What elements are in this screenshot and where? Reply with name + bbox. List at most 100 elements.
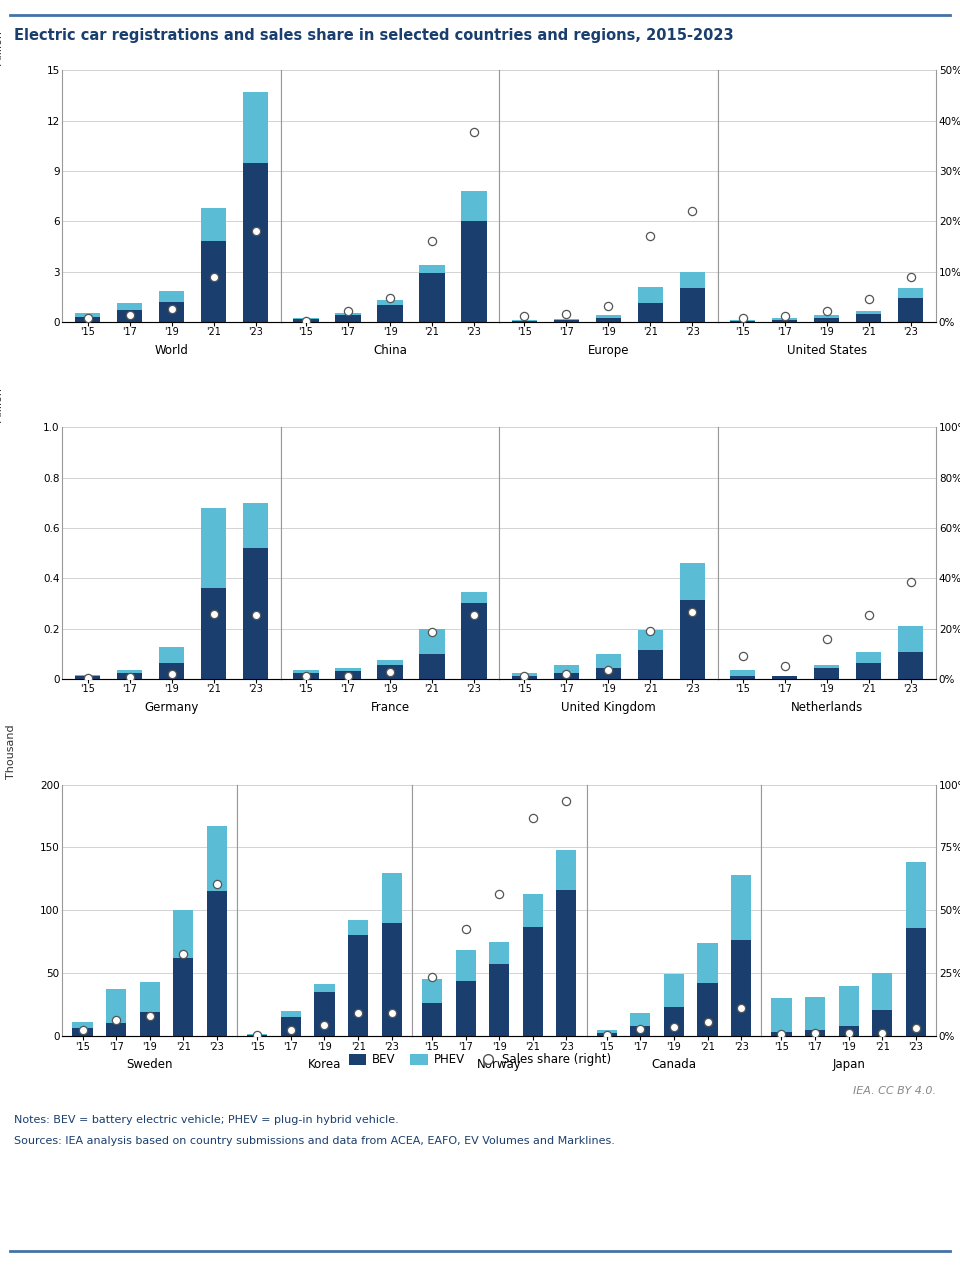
Point [684,602,700,623]
Bar [680,600,705,679]
Point [903,266,919,286]
Point [774,1023,789,1044]
Bar [596,1030,616,1033]
Bar [377,660,402,665]
X-axis label: Germany: Germany [144,701,199,715]
Point [908,1018,924,1039]
Bar [554,673,579,679]
X-axis label: China: China [373,344,407,357]
Bar [294,670,319,673]
Text: Thousand: Thousand [7,725,16,779]
Point [559,303,574,324]
Point [80,307,95,327]
Point [122,668,137,688]
Point [209,874,225,894]
Point [206,604,222,624]
Bar [315,985,335,993]
X-axis label: Netherlands: Netherlands [791,701,863,715]
Bar [462,604,487,679]
Bar [159,290,184,302]
Bar [294,318,319,320]
Bar [280,1010,301,1017]
Bar [680,271,705,288]
Text: Sources: IEA analysis based on country submissions and data from ACEA, EAFO, EV : Sources: IEA analysis based on country s… [14,1136,615,1146]
Bar [596,1033,616,1036]
Bar [201,207,227,242]
Bar [377,306,402,322]
X-axis label: Japan: Japan [832,1059,865,1072]
Point [424,622,440,642]
Bar [554,320,579,322]
Point [807,1023,823,1044]
X-axis label: Sweden: Sweden [127,1059,173,1072]
Point [666,1017,682,1037]
Bar [905,927,925,1036]
Bar [512,677,537,679]
Point [467,605,482,625]
Bar [117,303,142,310]
Bar [596,315,621,318]
Point [642,620,658,641]
Bar [899,288,924,298]
Bar [804,998,825,1030]
Point [861,289,876,310]
Bar [382,923,401,1036]
Bar [731,675,756,679]
Bar [73,1028,93,1036]
Bar [382,872,401,923]
Point [861,605,876,625]
Bar [772,320,798,322]
Bar [420,265,444,274]
Point [777,656,792,677]
Point [108,1010,124,1031]
Point [516,306,532,326]
Point [283,1021,299,1041]
Point [164,664,180,684]
Bar [201,508,227,588]
Point [599,1024,614,1045]
Bar [335,315,361,322]
Bar [771,999,791,1032]
Text: IEA. CC BY 4.0.: IEA. CC BY 4.0. [853,1086,936,1096]
Bar [814,665,839,668]
Point [458,918,473,939]
Point [250,1026,265,1046]
Bar [107,1023,127,1036]
X-axis label: Korea: Korea [308,1059,341,1072]
X-axis label: France: France [371,701,410,715]
Point [384,1003,399,1023]
Bar [243,92,268,162]
Point [340,665,355,686]
Bar [732,940,751,1036]
Point [350,1003,366,1023]
Point [633,1019,648,1040]
Bar [294,673,319,679]
Point [424,967,440,987]
Bar [280,1017,301,1036]
Bar [422,980,442,1003]
Bar [117,670,142,673]
Bar [462,592,487,604]
Bar [243,549,268,679]
Bar [140,982,159,1012]
Bar [596,668,621,679]
Point [317,1016,332,1036]
Bar [663,1007,684,1036]
Bar [207,826,228,891]
Bar [455,950,475,981]
Bar [335,313,361,315]
Bar [117,673,142,679]
Bar [348,921,369,935]
Bar [814,668,839,679]
Text: Million: Million [0,29,3,65]
Bar [872,1009,892,1036]
Point [525,808,540,829]
Point [601,660,616,680]
Point [248,221,263,242]
Point [700,1012,715,1032]
Point [875,1023,890,1044]
Point [424,231,440,252]
Bar [201,242,227,322]
Bar [557,851,576,890]
Point [164,298,180,318]
